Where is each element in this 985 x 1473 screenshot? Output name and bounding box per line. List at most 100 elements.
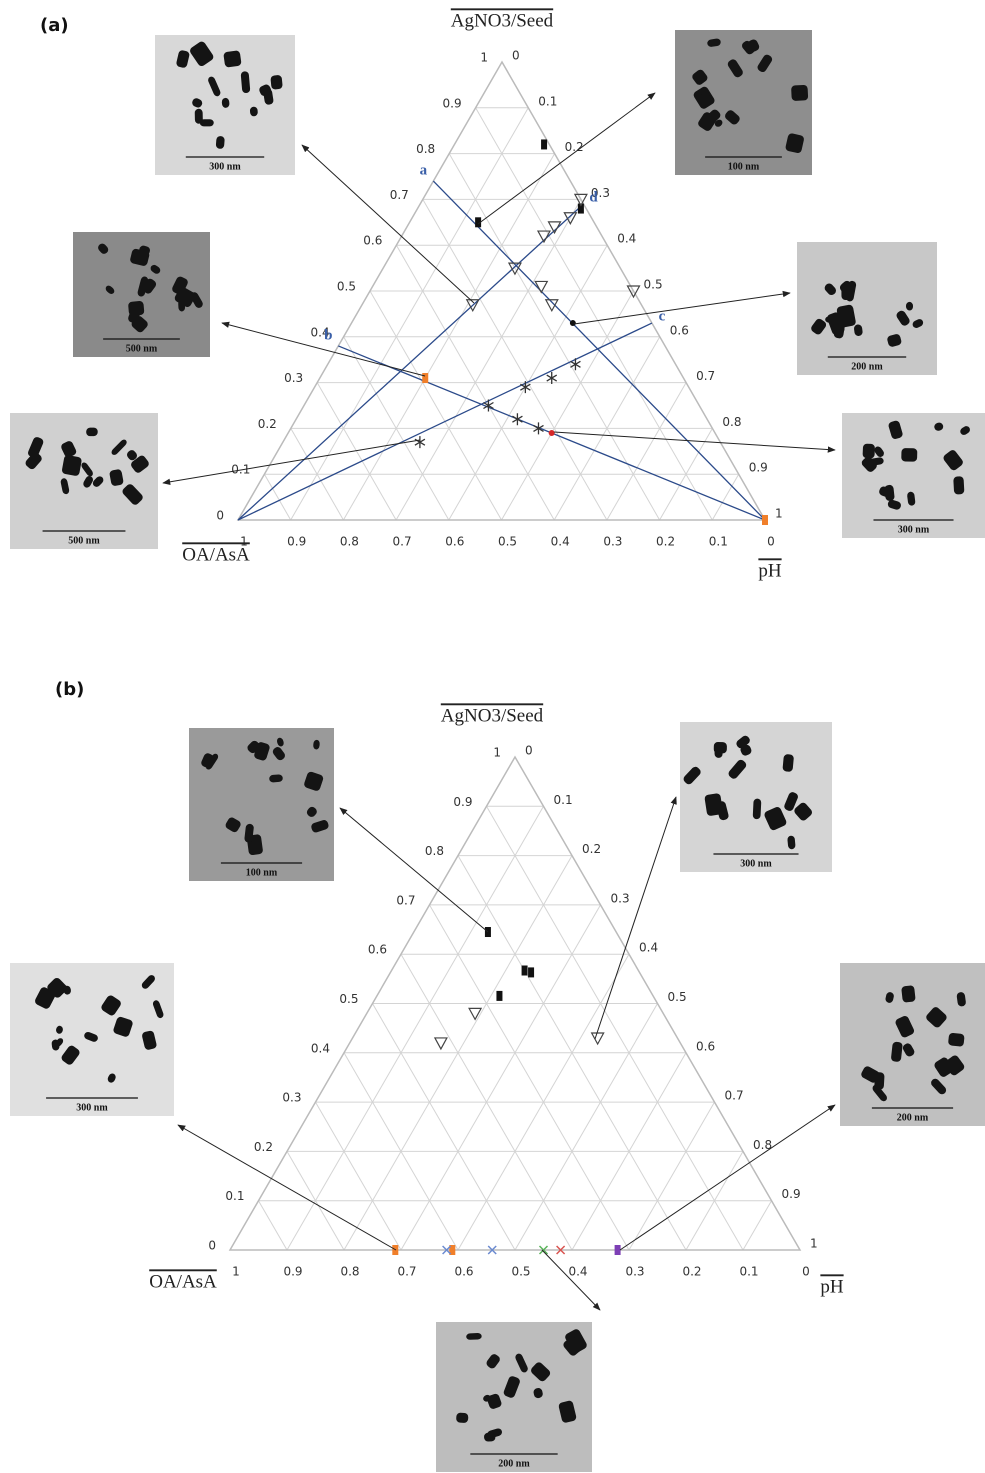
scale-label: 100 nm <box>728 161 760 172</box>
left-axis-label: OA/AsA <box>149 1271 217 1292</box>
particle <box>926 1007 947 1028</box>
right-tick-label: 1 <box>775 507 783 521</box>
particle <box>105 285 115 294</box>
particle <box>943 450 963 471</box>
point <box>422 373 429 384</box>
particle <box>81 462 93 477</box>
tem-image <box>680 722 832 872</box>
grid-line <box>501 290 634 521</box>
right-tick-label: 0.1 <box>538 94 557 108</box>
particle <box>888 420 903 439</box>
left-tick-label: 0.8 <box>416 142 435 156</box>
grid-line <box>422 199 608 521</box>
grid-line <box>475 107 713 521</box>
grid-line <box>685 1151 744 1251</box>
bottom-tick-label: 0.2 <box>656 535 675 549</box>
particle <box>122 484 143 505</box>
particle <box>784 792 798 811</box>
particle <box>887 499 901 510</box>
bottom-tick-label: 0.7 <box>393 535 412 549</box>
point <box>541 139 548 150</box>
particle <box>276 737 284 747</box>
grid-line <box>486 806 744 1251</box>
left-tick-label: 0.5 <box>339 992 358 1006</box>
particle <box>503 1376 520 1398</box>
particle <box>533 1388 543 1399</box>
particle <box>531 1362 551 1382</box>
point <box>762 515 768 525</box>
particle <box>931 1078 947 1095</box>
left-tick-label: 1 <box>480 51 488 65</box>
particle <box>953 476 965 495</box>
left-tick-label: 0.8 <box>425 844 444 858</box>
grid-line <box>553 336 661 521</box>
bottom-tick-label: 0.6 <box>445 535 464 549</box>
particle <box>558 1400 577 1423</box>
particle <box>707 38 721 47</box>
bottom-tick-label: 0.2 <box>682 1265 701 1279</box>
particle <box>824 283 837 296</box>
particle <box>486 1354 500 1369</box>
grid-line <box>395 199 582 521</box>
bottom-tick-label: 1 <box>240 535 248 549</box>
particle <box>199 119 214 127</box>
particle <box>201 753 214 768</box>
particle <box>194 108 203 124</box>
callout-arrow <box>301 144 475 304</box>
scale-label: 300 nm <box>740 858 772 869</box>
point <box>538 1245 549 1255</box>
left-axis-label: OA/AsA <box>182 544 250 565</box>
particle <box>905 301 914 311</box>
right-tick-label: 0.8 <box>753 1138 772 1152</box>
right-tick-label: 0.4 <box>639 941 658 955</box>
tem-image <box>797 242 937 375</box>
particle <box>101 995 121 1016</box>
right-tick-label: 0.9 <box>749 461 768 475</box>
particle <box>728 759 747 779</box>
right-tick-label: 0.5 <box>644 278 663 292</box>
bottom-tick-label: 0.8 <box>340 1265 359 1279</box>
left-tick-label: 0 <box>216 509 224 523</box>
grid-line <box>263 473 292 521</box>
particle <box>902 1043 915 1057</box>
particle <box>47 977 67 998</box>
left-tick-label: 0.7 <box>396 893 415 907</box>
particle <box>56 1025 63 1034</box>
particle <box>98 243 109 254</box>
bottom-tick-label: 0.9 <box>283 1265 302 1279</box>
bottom-tick-label: 0.3 <box>625 1265 644 1279</box>
point <box>475 217 482 228</box>
particle <box>757 54 773 73</box>
particle <box>215 136 225 149</box>
bottom-tick-label: 0.7 <box>397 1265 416 1279</box>
right-axis-label: pH <box>820 1276 844 1297</box>
point <box>573 193 588 207</box>
right-tick-label: 0.9 <box>782 1187 801 1201</box>
particle <box>269 774 283 783</box>
left-tick-label: 1 <box>493 746 501 760</box>
grid-line <box>290 428 344 521</box>
particle <box>907 491 916 506</box>
particle <box>272 747 285 761</box>
particle <box>254 742 270 761</box>
right-tick-label: 0.6 <box>670 323 689 337</box>
particle <box>225 817 241 833</box>
point <box>433 1037 448 1051</box>
particle <box>692 69 708 85</box>
reaction-line <box>432 180 766 521</box>
particle <box>137 276 149 297</box>
point <box>534 280 549 294</box>
right-tick-label: 0.2 <box>565 140 584 154</box>
grid-line <box>343 336 450 521</box>
particle <box>63 985 71 995</box>
particle <box>895 1015 915 1038</box>
point <box>465 299 480 312</box>
top-axis-label: AgNO3/Seed <box>441 705 544 726</box>
particle <box>956 992 966 1007</box>
particle <box>142 1030 157 1050</box>
particle <box>698 112 717 131</box>
triangle-frame <box>236 60 767 521</box>
point <box>449 1245 456 1255</box>
particle <box>35 987 56 1009</box>
